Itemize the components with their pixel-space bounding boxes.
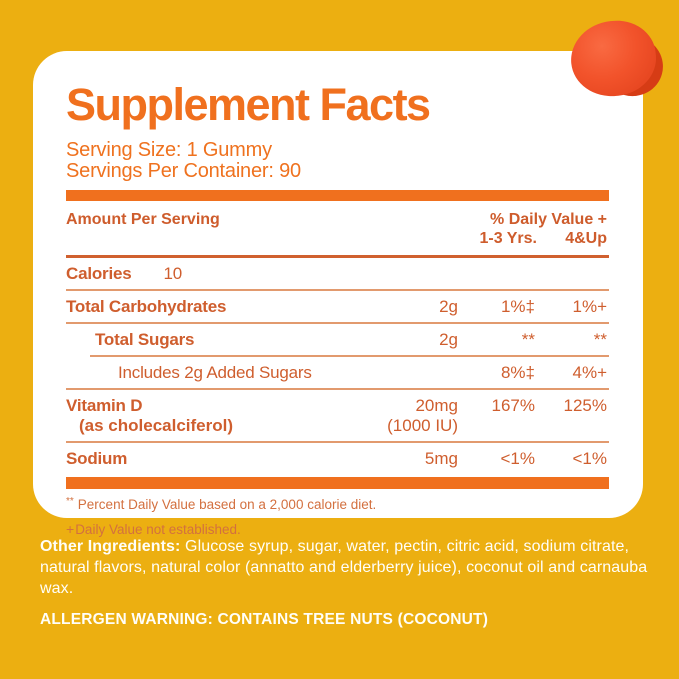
table-row-vitamin-d: Vitamin D (as cholecalciferol) 20mg (100… <box>66 390 609 441</box>
dv-1-3yrs-cell: ** <box>521 329 535 349</box>
table-row-total-sugars: Total Sugars 2g ** ** <box>66 324 609 355</box>
panel-title: Supplement Facts <box>66 79 431 130</box>
footnote-asterisks: ** <box>66 496 74 508</box>
gummy-icon <box>567 16 670 104</box>
dv-4up-cell: 125% <box>563 396 607 415</box>
nutrient-amount: 10 <box>163 263 183 283</box>
nutrient-label: Calories <box>66 263 132 283</box>
divider-indented <box>90 354 609 357</box>
divider <box>66 388 609 390</box>
daily-value-label: % Daily Value + <box>490 210 607 228</box>
nutrient-label: Total Carbohydrates <box>66 296 227 316</box>
table-row-calories: Calories 10 <box>66 258 609 289</box>
table-header: Amount Per Serving % Daily Value + 1-3 Y… <box>66 201 609 249</box>
thick-divider-top <box>66 189 609 201</box>
serving-size: Serving Size: 1 Gummy <box>66 139 272 161</box>
nutrient-name: Calories 10 <box>66 264 347 284</box>
servings-per-container: Servings Per Container: 90 <box>66 160 301 183</box>
divider <box>66 321 609 324</box>
nutrient-name: Vitamin D (as cholecalciferol) <box>66 396 347 436</box>
amount-cell: 5mg <box>424 449 458 469</box>
table-row-sodium: Sodium 5mg <1% <1% <box>66 443 609 474</box>
divider <box>66 441 609 444</box>
amount-cell: 2g <box>439 296 458 316</box>
age-col-1-3yrs: 1-3 Yrs. <box>479 230 537 248</box>
dv-4up-cell: 4%+ <box>572 362 608 382</box>
divider <box>66 288 609 291</box>
dv-1-3yrs-cell: 8%‡ <box>500 362 535 382</box>
amount-value: 20mg <box>415 396 458 415</box>
amount-cell: 2g <box>439 329 458 349</box>
nutrient-label: Includes 2g Added Sugars <box>118 362 312 382</box>
amount-per-serving-label: Amount Per Serving <box>66 210 220 228</box>
nutrient-form-label: (as cholecalciferol) <box>79 416 234 436</box>
table-row-total-carbohydrates: Total Carbohydrates 2g 1%‡ 1%+ <box>66 291 609 322</box>
header-divider <box>66 254 609 258</box>
nutrient-label: Total Sugars <box>95 329 195 349</box>
dv-1-3yrs-cell: <1% <box>500 449 536 469</box>
serving-info: Serving Size: 1 Gummy Servings Per Conta… <box>66 139 609 183</box>
other-ingredients-text: Glucose syrup, sugar, water, pectin, cit… <box>40 538 648 597</box>
other-ingredients: Other Ingredients: Glucose syrup, sugar,… <box>40 537 654 599</box>
footnote-daily-value: ** Percent Daily Value based on a 2,000 c… <box>66 497 609 513</box>
table-row-added-sugars: Includes 2g Added Sugars 8%‡ 4%+ <box>66 357 609 388</box>
footnote-text: Daily Value not established. <box>75 522 241 538</box>
footnote-not-established: +Daily Value not established. <box>66 521 609 538</box>
thick-divider-bottom <box>66 477 609 490</box>
nutrient-label: Vitamin D <box>66 396 143 415</box>
dv-1-3yrs-cell: 167% <box>491 396 535 415</box>
other-ingredients-label: Other Ingredients: <box>40 538 181 555</box>
dv-4up-cell: 1%+ <box>572 296 608 316</box>
nutrient-label: Sodium <box>66 449 128 469</box>
age-col-4up: 4&Up <box>565 230 607 248</box>
amount-iu-value: (1000 IU) <box>387 416 458 436</box>
footnote-plus-symbol: + <box>66 521 75 538</box>
allergen-warning: ALLERGEN WARNING: CONTAINS TREE NUTS (CO… <box>40 611 489 629</box>
supplement-facts-panel: Supplement Facts Serving Size: 1 Gummy S… <box>33 51 643 537</box>
dv-4up-cell: <1% <box>572 449 608 469</box>
amount-cell: 20mg (1000 IU) <box>347 396 458 436</box>
footnote-text: Percent Daily Value based on a 2,000 cal… <box>77 497 377 513</box>
dv-4up-cell: ** <box>593 329 607 349</box>
below-panel-text: Other Ingredients: Glucose syrup, sugar,… <box>40 537 654 629</box>
dv-1-3yrs-cell: 1%‡ <box>500 296 535 316</box>
